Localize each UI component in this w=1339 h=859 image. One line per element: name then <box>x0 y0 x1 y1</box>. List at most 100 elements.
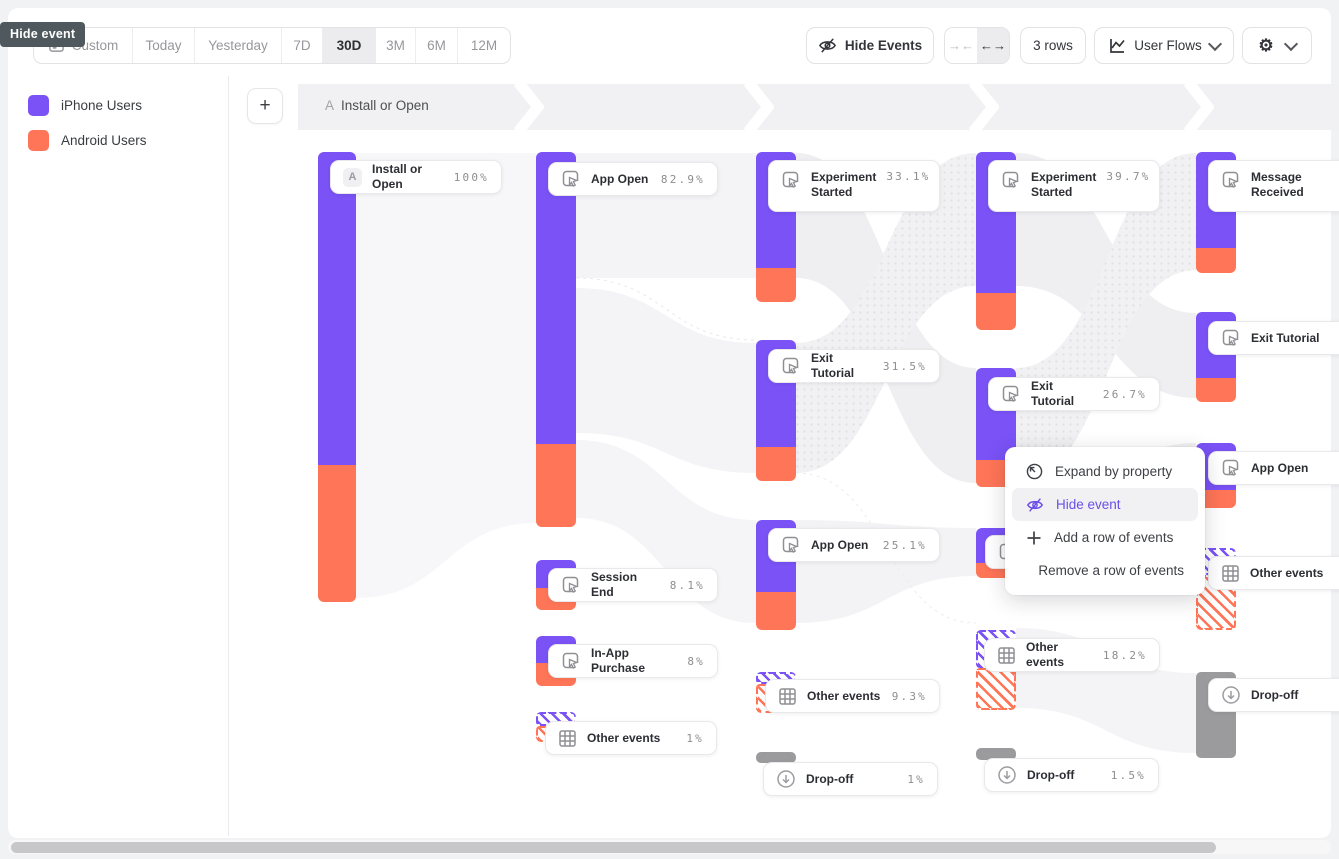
view-selector-dropdown[interactable]: User Flows <box>1094 27 1234 64</box>
flow-node-other-events[interactable]: Other events <box>1208 556 1339 590</box>
flow-node-experiment-started[interactable]: Experiment Started 33.1% <box>768 160 940 212</box>
drop-off-icon <box>776 769 796 789</box>
gear-icon: ⚙ <box>1258 36 1274 55</box>
custom-event-icon <box>1221 170 1241 190</box>
event-name: In-App Purchase <box>591 646 646 675</box>
flow-node-exit-tutorial[interactable]: Exit Tutorial 26.7% <box>988 377 1160 411</box>
range-7d[interactable]: 7D <box>282 28 323 63</box>
event-name: Other events <box>1250 565 1324 580</box>
flow-node-install-or-open[interactable]: A Install or Open 100% <box>330 160 502 194</box>
event-name: App Open <box>1251 460 1309 475</box>
hide-event-tooltip: Hide event <box>0 22 86 47</box>
menu-item-add-row[interactable]: Add a row of events <box>1012 521 1198 554</box>
flow-node-message-received[interactable]: Message Received <box>1208 160 1339 212</box>
event-percent: 25.1% <box>882 538 927 552</box>
custom-event-icon <box>1001 170 1021 190</box>
drop-off-icon <box>997 765 1017 785</box>
event-name: Other events <box>807 688 881 703</box>
add-step-button[interactable]: + <box>247 88 283 124</box>
event-percent: 1% <box>686 731 704 745</box>
grid-icon <box>1221 564 1240 583</box>
custom-event-icon <box>1221 328 1241 348</box>
flow-bar-app-open[interactable] <box>536 152 576 527</box>
flow-node-experiment-started[interactable]: Experiment Started 39.7% <box>988 160 1160 212</box>
custom-event-icon <box>561 651 581 671</box>
flow-node-other-events[interactable]: Other events 18.2% <box>984 638 1160 672</box>
range-yesterday[interactable]: Yesterday <box>195 28 282 63</box>
event-percent: 31.5% <box>882 359 927 373</box>
custom-event-icon <box>561 169 581 189</box>
custom-event-icon <box>1221 458 1241 478</box>
event-name: Other events <box>1026 640 1065 669</box>
scrollbar-thumb[interactable] <box>11 841 1216 853</box>
custom-event-icon <box>781 356 801 376</box>
flow-node-drop-off[interactable]: Drop-off 1% <box>763 762 938 796</box>
custom-event-icon <box>781 535 801 555</box>
step-header-bar: A Install or Open <box>298 84 1339 130</box>
event-percent: 100% <box>453 170 489 184</box>
event-percent: 82.9% <box>660 172 705 186</box>
eye-off-icon <box>1026 497 1044 512</box>
flow-node-session-end[interactable]: Session End 8.1% <box>548 568 718 602</box>
event-name: Other events <box>587 730 661 745</box>
custom-event-icon <box>561 575 581 595</box>
expand-columns-button[interactable]: ←→ <box>977 28 1009 63</box>
legend-label: Android Users <box>61 133 147 148</box>
legend-item-iphone[interactable]: iPhone Users <box>28 95 142 116</box>
flow-node-app-open[interactable]: App Open 82.9% <box>548 162 718 196</box>
menu-item-remove-row[interactable]: Remove a row of events <box>1026 563 1184 578</box>
range-3m[interactable]: 3M <box>376 28 416 63</box>
grid-icon <box>997 646 1016 665</box>
flow-bar-install-or-open[interactable] <box>318 152 356 602</box>
plus-icon <box>1027 531 1041 544</box>
event-name: Drop-off <box>1251 687 1299 702</box>
grid-icon <box>558 729 577 748</box>
node-context-menu: Expand by property Hide event Add a row … <box>1005 447 1205 595</box>
collapse-expand-toggle: →← ←→ <box>944 27 1010 64</box>
step-chevron-icon <box>969 84 999 130</box>
flow-node-app-open[interactable]: App Open 25.1% <box>768 528 940 562</box>
event-name: Exit Tutorial <box>811 351 855 380</box>
menu-item-hide-event[interactable]: Hide event <box>1012 488 1198 521</box>
flow-node-drop-off[interactable]: Drop-off <box>1208 678 1339 712</box>
event-name: Experiment Started <box>811 170 877 199</box>
step-chevron-icon <box>514 84 544 130</box>
event-name: App Open <box>591 171 649 186</box>
step-header-label[interactable]: A Install or Open <box>325 98 429 113</box>
event-percent: 18.2% <box>1102 648 1147 662</box>
event-percent: 8% <box>687 654 705 668</box>
range-6m[interactable]: 6M <box>416 28 458 63</box>
iphone-swatch <box>28 95 49 116</box>
rows-button[interactable]: 3 rows <box>1020 27 1086 64</box>
date-range-control: Custom Today Yesterday 7D 30D 3M 6M 12M <box>33 27 511 64</box>
range-30d[interactable]: 30D <box>323 28 376 63</box>
android-swatch <box>28 130 49 151</box>
event-percent: 1% <box>907 772 925 786</box>
range-12m[interactable]: 12M <box>470 38 498 53</box>
event-percent: 8.1% <box>669 578 705 592</box>
eye-off-icon <box>818 38 836 53</box>
hide-events-button[interactable]: Hide Events <box>806 27 934 64</box>
range-today[interactable]: Today <box>133 28 195 63</box>
event-percent: 9.3% <box>891 689 927 703</box>
flow-node-drop-off[interactable]: Drop-off 1.5% <box>984 758 1159 792</box>
flow-bar-drop-off[interactable] <box>976 748 1016 760</box>
drop-off-icon <box>1221 685 1241 705</box>
settings-dropdown[interactable]: ⚙ <box>1242 27 1312 64</box>
event-name: Exit Tutorial <box>1031 379 1075 408</box>
step-letter: A <box>325 98 335 113</box>
flow-node-exit-tutorial[interactable]: Exit Tutorial 31.5% <box>768 349 940 383</box>
flow-node-in-app-purchase[interactable]: In-App Purchase 8% <box>548 644 718 678</box>
step-a-badge: A <box>343 167 362 187</box>
collapse-columns-button[interactable]: →← <box>945 28 977 63</box>
flow-node-app-open[interactable]: App Open <box>1208 451 1339 485</box>
menu-item-expand-by-property[interactable]: Expand by property <box>1012 455 1198 488</box>
flow-node-other-events[interactable]: Other events 9.3% <box>765 679 940 713</box>
flow-bar-drop-off[interactable] <box>756 752 796 763</box>
flow-node-exit-tutorial[interactable]: Exit Tutorial <box>1208 321 1339 355</box>
view-selector-label: User Flows <box>1134 38 1202 53</box>
event-name: Drop-off <box>806 771 854 786</box>
flow-node-other-events[interactable]: Other events 1% <box>545 721 717 755</box>
legend-item-android[interactable]: Android Users <box>28 130 147 151</box>
